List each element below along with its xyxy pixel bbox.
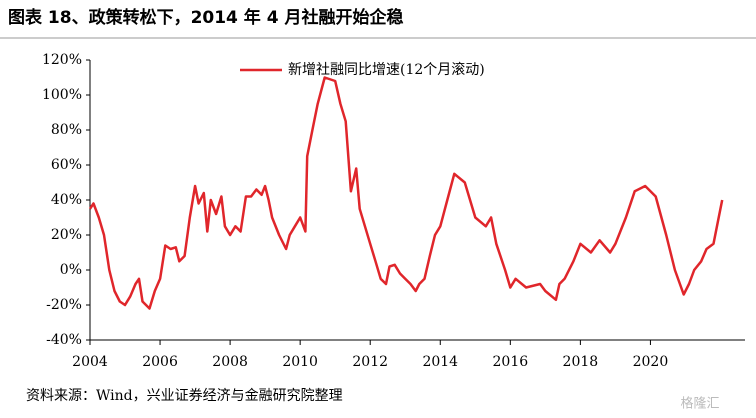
x-tick-label: 2020 (633, 354, 669, 370)
y-tick-label: 0% (60, 262, 82, 278)
y-tick-label: -20% (46, 297, 82, 313)
source: 资料来源：Wind，兴业证券经济与金融研究院整理 (26, 388, 343, 404)
y-tick-label: 40% (51, 192, 82, 208)
x-tick-label: 2014 (422, 354, 458, 370)
legend-label: 新增社融同比增速(12个月滚动) (288, 61, 485, 78)
y-tick-label: -40% (46, 332, 82, 348)
y-tick-label: 80% (51, 122, 82, 138)
x-tick-label: 2010 (282, 354, 318, 370)
y-tick-label: 120% (42, 52, 82, 68)
chart-title: 图表 18、政策转松下，2014 年 4 月社融开始企稳 (8, 7, 403, 28)
x-tick-label: 2018 (563, 354, 599, 370)
x-tick-label: 2012 (352, 354, 388, 370)
series-line (88, 76, 724, 310)
x-tick-label: 2016 (493, 354, 529, 370)
x-tick-label: 2004 (72, 354, 108, 370)
watermark: 格隆汇 (680, 396, 719, 412)
y-tick-label: 20% (51, 227, 82, 243)
x-tick-label: 2006 (142, 354, 178, 370)
x-tick-label: 2008 (212, 354, 248, 370)
y-tick-label: 60% (51, 157, 82, 173)
y-tick-label: 100% (42, 87, 82, 103)
